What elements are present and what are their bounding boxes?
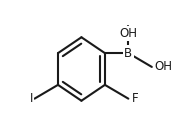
Text: B: B <box>124 47 132 60</box>
Text: F: F <box>132 92 138 105</box>
Text: I: I <box>30 92 33 105</box>
Text: OH: OH <box>154 60 172 73</box>
Text: OH: OH <box>119 27 137 40</box>
